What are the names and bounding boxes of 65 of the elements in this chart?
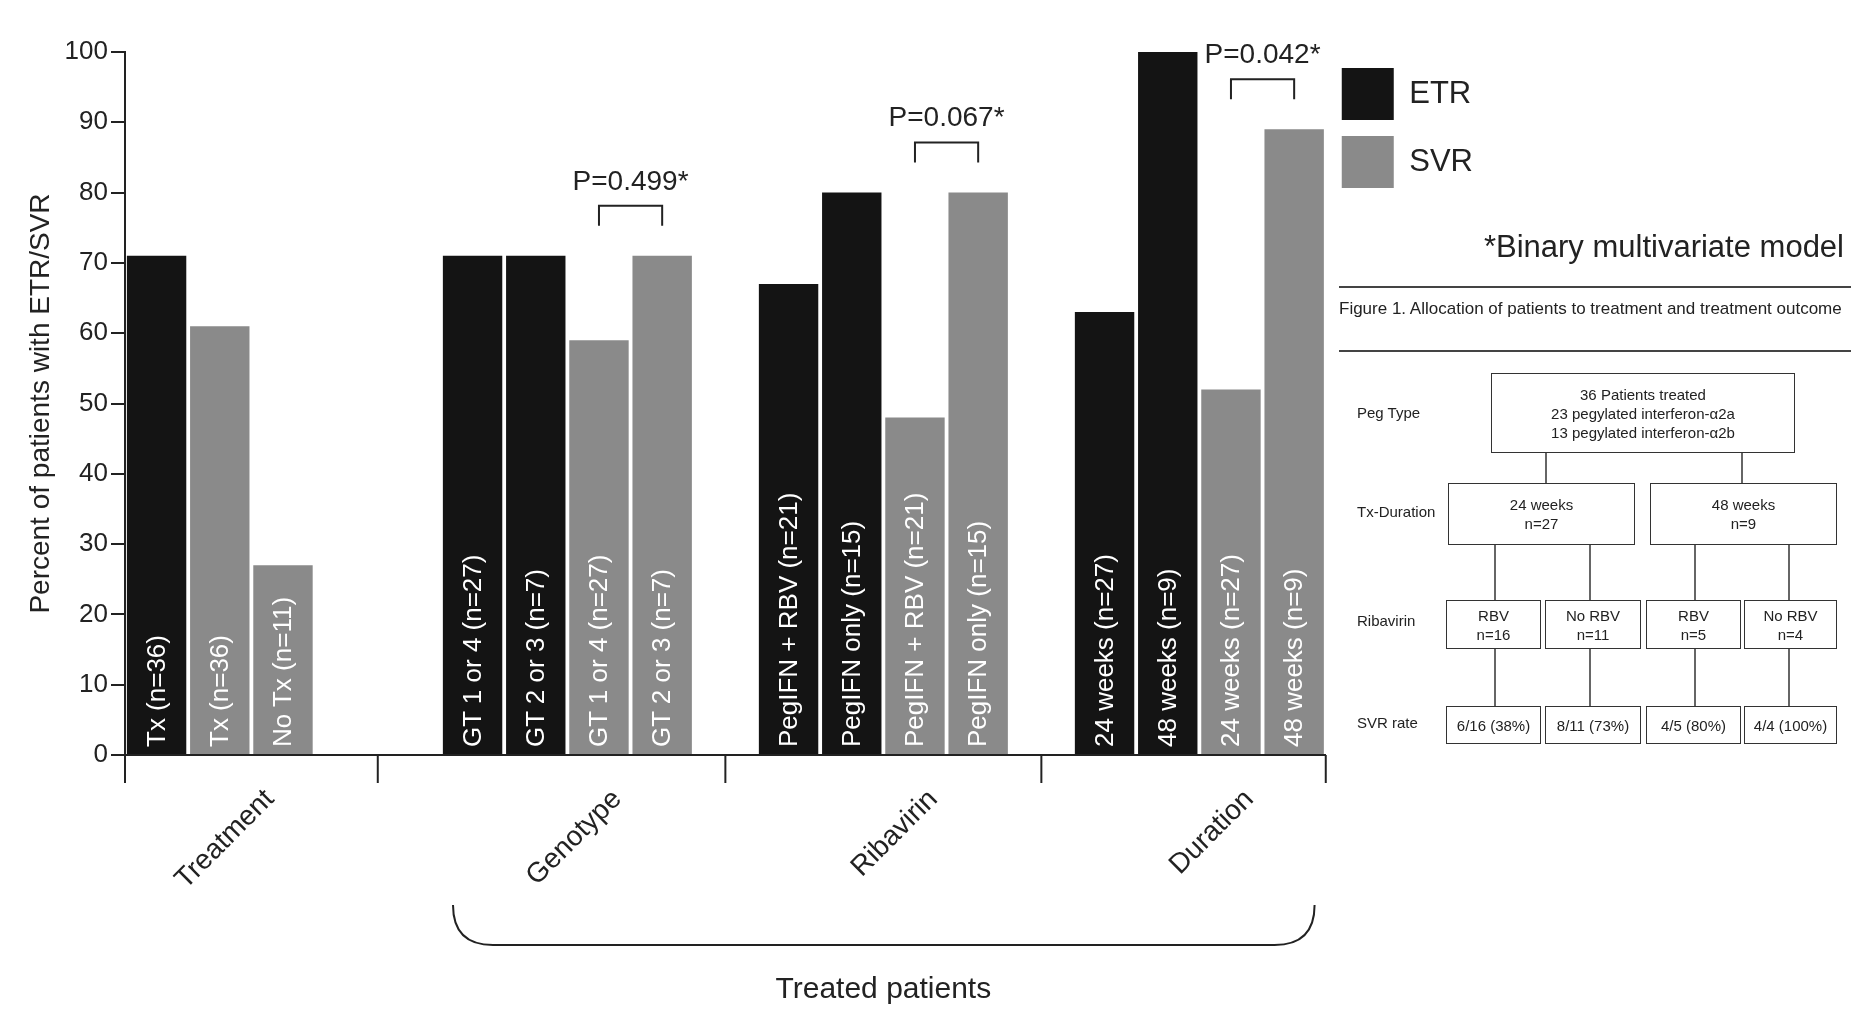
x-tick-label: 48 weeks (n=9) bbox=[1278, 568, 1309, 747]
flow-box: RBV n=16 bbox=[1446, 600, 1541, 649]
bar bbox=[569, 340, 629, 754]
x-tick-label: 24 weeks (n=27) bbox=[1088, 554, 1119, 747]
annotation: P=0.067* bbox=[888, 101, 1005, 133]
text: *Binary multivariate model bbox=[1483, 228, 1844, 264]
x-tick-label: PegIFN only (n=15) bbox=[835, 520, 866, 747]
bar bbox=[506, 255, 566, 754]
text: SVR rate bbox=[1357, 714, 1418, 731]
y-tick-label: 30 bbox=[79, 527, 108, 558]
bar bbox=[1138, 52, 1198, 754]
legend-label: SVR bbox=[1409, 142, 1474, 178]
y-axis-title: Percent of patients with ETR/SVR bbox=[23, 193, 55, 614]
text: Treated patients bbox=[775, 971, 992, 1005]
flow-box: 4/5 (80%) bbox=[1646, 706, 1741, 744]
bar bbox=[822, 192, 882, 754]
y-tick-label: 40 bbox=[79, 456, 108, 487]
text: Ribavirin bbox=[1357, 612, 1416, 629]
x-tick-label: PegIFN + RBV (n=21) bbox=[899, 492, 930, 747]
x-tick-label: 24 weeks (n=27) bbox=[1215, 554, 1246, 747]
bar bbox=[1074, 312, 1135, 754]
y-tick-label: 100 bbox=[64, 35, 108, 66]
y-tick-label: 20 bbox=[79, 597, 108, 628]
x-tick-label: No Tx (n=11) bbox=[267, 596, 298, 747]
x-tick-label: 48 weeks (n=9) bbox=[1151, 568, 1182, 747]
text: Figure 1. Allocation of patients to treatment and treatment outcome bbox=[1339, 298, 1843, 320]
text: Peg Type bbox=[1357, 404, 1421, 421]
bar bbox=[190, 326, 250, 754]
x-tick-label: GT 2 or 3 (n=7) bbox=[646, 569, 677, 747]
bar bbox=[948, 192, 1008, 754]
y-tick-label: 90 bbox=[79, 105, 108, 136]
flow-box: No RBV n=11 bbox=[1545, 600, 1641, 649]
x-tick-label: GT 1 or 4 (n=27) bbox=[456, 554, 487, 747]
flow-box: No RBV n=4 bbox=[1744, 600, 1837, 649]
y-tick-label: 50 bbox=[79, 386, 108, 417]
flow-box: 36 Patients treated 23 pegylated interferon-α2a 13 pegylated interferon-α2b bbox=[1491, 373, 1795, 453]
legend-label: ETR bbox=[1409, 74, 1472, 110]
flow-box: 4/4 (100%) bbox=[1744, 706, 1837, 744]
flow-box: 48 weeks n=9 bbox=[1650, 483, 1837, 545]
bar bbox=[885, 417, 945, 754]
flow-box: 6/16 (38%) bbox=[1446, 706, 1541, 744]
bar bbox=[1201, 389, 1261, 754]
bar bbox=[442, 255, 503, 754]
bar bbox=[758, 283, 819, 754]
x-tick-label: Tx (n=36) bbox=[140, 635, 171, 747]
x-tick-label: PegIFN only (n=15) bbox=[962, 520, 993, 747]
flow-box: 8/11 (73%) bbox=[1545, 706, 1641, 744]
y-tick-label: 80 bbox=[79, 175, 108, 206]
x-tick-label: GT 2 or 3 (n=7) bbox=[519, 569, 550, 747]
y-tick-label: 60 bbox=[79, 316, 108, 347]
text: Tx-Duration bbox=[1357, 503, 1436, 520]
flow-box: RBV n=5 bbox=[1646, 600, 1741, 649]
bar bbox=[632, 255, 692, 754]
x-tick-label: Tx (n=36) bbox=[203, 635, 234, 747]
x-tick-label: PegIFN + RBV (n=21) bbox=[772, 492, 803, 747]
y-tick-label: 70 bbox=[79, 246, 108, 277]
bar bbox=[1264, 129, 1324, 754]
x-tick-label: GT 1 or 4 (n=27) bbox=[583, 554, 614, 747]
y-tick-label: 10 bbox=[79, 667, 108, 698]
annotation: P=0.042* bbox=[1204, 38, 1321, 70]
y-tick-label: 0 bbox=[93, 738, 108, 769]
annotation: P=0.499* bbox=[572, 164, 689, 196]
bar bbox=[253, 565, 313, 754]
bar bbox=[126, 255, 187, 754]
flow-box: 24 weeks n=27 bbox=[1448, 483, 1635, 545]
